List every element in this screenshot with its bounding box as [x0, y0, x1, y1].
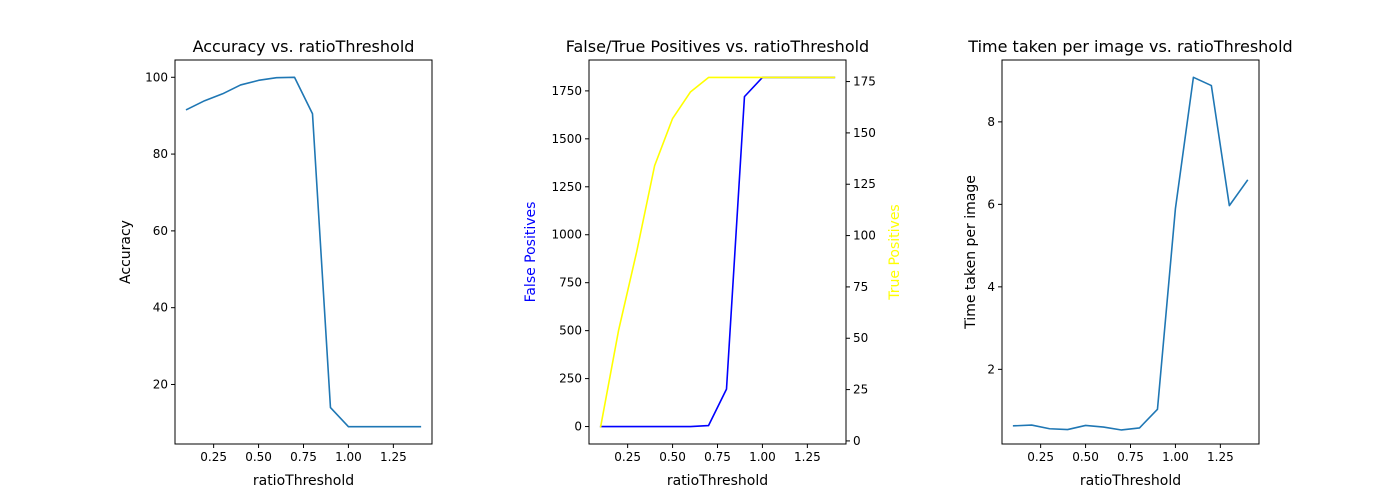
time-axes-frame — [1001, 59, 1260, 445]
time-subplot: Time taken per image vs. ratioThreshold … — [963, 37, 1293, 489]
false-positives-y-ticks: 0 250 500 750 1000 1250 1500 1750 — [551, 84, 589, 434]
accuracy-y-tick-label: 100 — [145, 70, 168, 84]
positives-x-tick-label: 0.25 — [614, 450, 641, 464]
positives-y-tick-label: 1250 — [551, 180, 582, 194]
time-y-tick-label: 2 — [987, 362, 995, 376]
accuracy-x-tick-label: 1.25 — [380, 450, 407, 464]
accuracy-x-tick-label: 0.25 — [200, 450, 227, 464]
accuracy-y-tick-label: 60 — [153, 224, 168, 238]
positives-chart-title: False/True Positives vs. ratioThreshold — [566, 37, 869, 56]
false-positives-axis-label: False Positives — [523, 202, 539, 303]
accuracy-x-axis-label: ratioThreshold — [253, 473, 354, 489]
accuracy-y-tick-label: 40 — [153, 301, 168, 315]
true-positives-line — [599, 76, 836, 428]
time-y-tick-label: 8 — [987, 115, 995, 129]
accuracy-y-tick-label: 20 — [153, 377, 168, 391]
time-x-tick-label: 1.00 — [1162, 450, 1189, 464]
positives-y-tick-label: 250 — [559, 372, 582, 386]
positives-x-tick-label: 0.50 — [659, 450, 686, 464]
positives-y2-tick-label: 0 — [853, 434, 861, 448]
positives-y2-tick-label: 50 — [853, 331, 868, 345]
accuracy-line — [185, 76, 422, 428]
positives-subplot: False/True Positives vs. ratioThreshold … — [523, 37, 903, 489]
time-y-ticks: 2 4 6 8 — [987, 115, 1002, 376]
accuracy-chart-title: Accuracy vs. ratioThreshold — [193, 37, 415, 56]
time-line — [1012, 76, 1249, 431]
positives-x-tick-label: 1.25 — [794, 450, 821, 464]
time-y-axis-label: Time taken per image — [963, 175, 979, 330]
positives-x-axis-label: ratioThreshold — [667, 473, 768, 489]
accuracy-y-axis-label: Accuracy — [118, 220, 134, 284]
positives-x-tick-label: 1.00 — [749, 450, 776, 464]
positives-y-tick-label: 750 — [559, 276, 582, 290]
time-x-axis-label: ratioThreshold — [1080, 473, 1181, 489]
positives-y2-tick-label: 125 — [853, 177, 876, 191]
time-x-ticks: 0.25 0.50 0.75 1.00 1.25 — [1027, 444, 1234, 464]
accuracy-y-tick-label: 80 — [153, 147, 168, 161]
positives-y-tick-label: 1500 — [551, 132, 582, 146]
accuracy-axes-frame — [174, 59, 433, 445]
positives-x-tick-label: 0.75 — [704, 450, 731, 464]
positives-y2-tick-label: 150 — [853, 126, 876, 140]
positives-y-tick-label: 1000 — [551, 228, 582, 242]
positives-y2-tick-label: 25 — [853, 383, 868, 397]
time-lines — [1012, 76, 1249, 431]
positives-y2-tick-label: 75 — [853, 280, 868, 294]
accuracy-lines — [185, 76, 422, 428]
accuracy-y-ticks: 20 40 60 80 100 — [145, 70, 175, 391]
time-x-tick-label: 0.50 — [1072, 450, 1099, 464]
true-positives-y-ticks: 0 25 50 75 100 125 150 175 — [846, 75, 876, 448]
time-y-tick-label: 6 — [987, 197, 995, 211]
positives-lines — [599, 76, 836, 428]
time-x-tick-label: 0.75 — [1117, 450, 1144, 464]
accuracy-subplot: Accuracy vs. ratioThreshold ratioThresho… — [118, 37, 433, 489]
accuracy-x-tick-label: 0.75 — [290, 450, 317, 464]
accuracy-x-ticks: 0.25 0.50 0.75 1.00 1.25 — [200, 444, 407, 464]
time-y-tick-label: 4 — [987, 280, 995, 294]
positives-y-tick-label: 500 — [559, 324, 582, 338]
accuracy-x-tick-label: 0.50 — [245, 450, 272, 464]
positives-y2-tick-label: 175 — [853, 75, 876, 89]
positives-axes-frame — [588, 59, 847, 445]
positives-y-tick-label: 0 — [574, 420, 582, 434]
accuracy-x-tick-label: 1.00 — [335, 450, 362, 464]
positives-y2-tick-label: 100 — [853, 229, 876, 243]
true-positives-axis-label: True Positives — [887, 204, 903, 300]
time-x-tick-label: 0.25 — [1027, 450, 1054, 464]
time-x-tick-label: 1.25 — [1207, 450, 1234, 464]
time-chart-title: Time taken per image vs. ratioThreshold — [967, 37, 1292, 56]
positives-y-tick-label: 1750 — [551, 84, 582, 98]
positives-x-ticks: 0.25 0.50 0.75 1.00 1.25 — [614, 444, 821, 464]
